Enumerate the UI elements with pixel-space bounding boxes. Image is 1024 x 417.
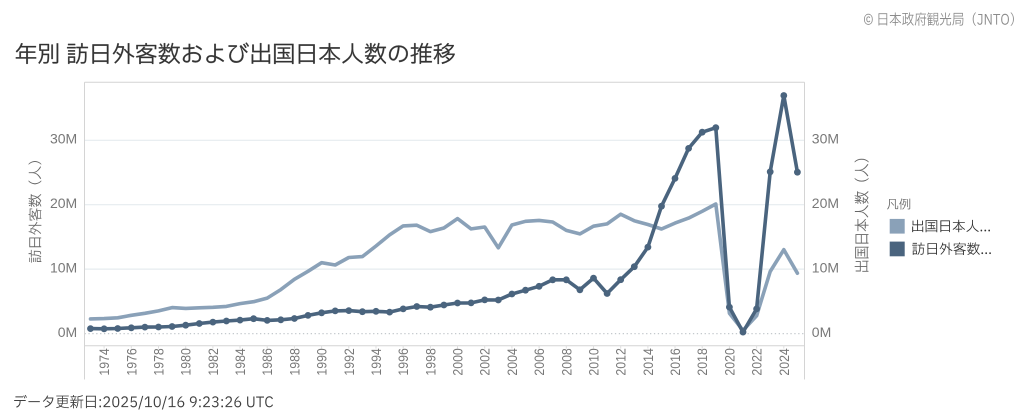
svg-text:1978: 1978 bbox=[152, 348, 167, 376]
svg-text:30M: 30M bbox=[50, 131, 77, 147]
svg-text:1984: 1984 bbox=[233, 348, 248, 376]
svg-text:2004: 2004 bbox=[505, 348, 520, 376]
svg-text:2020: 2020 bbox=[722, 348, 737, 376]
svg-text:10M: 10M bbox=[50, 259, 77, 275]
svg-text:20M: 20M bbox=[50, 195, 77, 211]
svg-text:1974: 1974 bbox=[97, 348, 112, 376]
svg-text:1976: 1976 bbox=[124, 348, 139, 376]
svg-text:1982: 1982 bbox=[206, 348, 221, 375]
svg-text:10M: 10M bbox=[812, 259, 839, 275]
svg-text:2014: 2014 bbox=[641, 348, 656, 376]
svg-text:1998: 1998 bbox=[423, 348, 438, 376]
svg-text:2018: 2018 bbox=[695, 348, 710, 376]
svg-text:1992: 1992 bbox=[342, 348, 357, 375]
svg-text:2024: 2024 bbox=[777, 348, 792, 376]
svg-text:2008: 2008 bbox=[559, 348, 574, 376]
svg-text:2010: 2010 bbox=[587, 348, 602, 376]
svg-text:1986: 1986 bbox=[260, 348, 275, 376]
svg-text:2006: 2006 bbox=[532, 348, 547, 376]
svg-text:0M: 0M bbox=[58, 324, 77, 340]
svg-text:0M: 0M bbox=[812, 324, 831, 340]
svg-text:20M: 20M bbox=[812, 195, 839, 211]
svg-text:2022: 2022 bbox=[750, 348, 765, 375]
svg-text:2016: 2016 bbox=[668, 348, 683, 376]
svg-text:30M: 30M bbox=[812, 131, 839, 147]
svg-text:1994: 1994 bbox=[369, 348, 384, 376]
svg-text:1996: 1996 bbox=[396, 348, 411, 376]
svg-text:1980: 1980 bbox=[179, 348, 194, 376]
svg-text:2012: 2012 bbox=[614, 348, 629, 375]
svg-text:1990: 1990 bbox=[315, 348, 330, 376]
svg-text:2000: 2000 bbox=[451, 348, 466, 376]
svg-text:1988: 1988 bbox=[287, 348, 302, 376]
svg-text:2002: 2002 bbox=[478, 348, 493, 375]
